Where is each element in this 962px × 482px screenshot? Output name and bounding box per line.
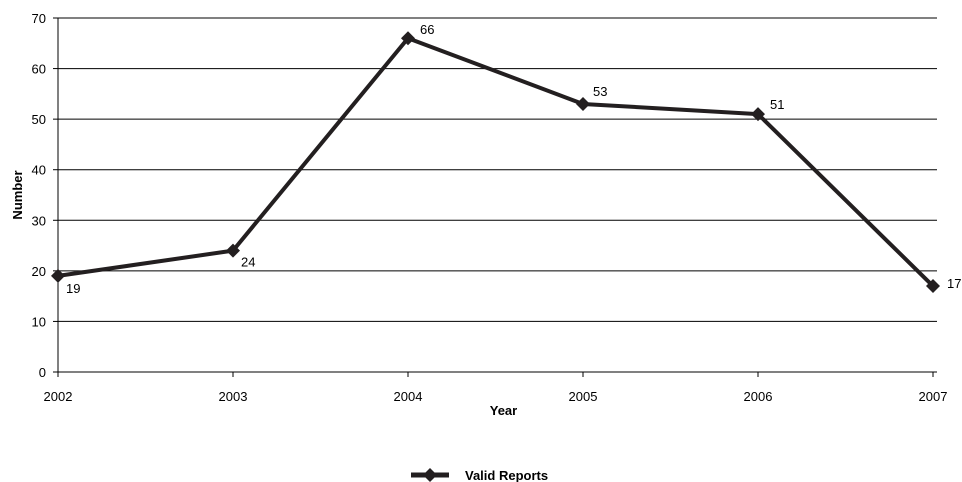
data-label-2004: 66	[420, 22, 434, 37]
y-tick-label-40: 40	[32, 163, 46, 178]
x-tick-label-2005: 2005	[569, 389, 598, 404]
x-tick-label-2006: 2006	[744, 389, 773, 404]
y-tick-label-60: 60	[32, 62, 46, 77]
y-tick-label-20: 20	[32, 264, 46, 279]
legend: Valid Reports	[411, 468, 548, 482]
data-label-2003: 24	[241, 255, 255, 270]
series-group	[51, 31, 940, 294]
y-tick-label-10: 10	[32, 314, 46, 329]
data-point-2003	[226, 243, 240, 258]
data-label-2002: 19	[66, 281, 80, 296]
y-tick-label-50: 50	[32, 112, 46, 127]
x-tick-label-2003: 2003	[219, 389, 248, 404]
y-axis-ticks: 0 10 20 30 40 50 60 70	[32, 11, 58, 380]
x-tick-label-2002: 2002	[44, 389, 73, 404]
y-axis-title: Number	[10, 170, 25, 219]
data-point-2004	[401, 31, 415, 46]
legend-diamond-marker	[423, 468, 437, 482]
data-point-2002	[51, 268, 65, 283]
x-axis-title: Year	[490, 403, 517, 418]
data-point-2005	[576, 96, 590, 111]
data-label-2005: 53	[593, 84, 607, 99]
data-labels: 19 24 66 53 51 17	[66, 22, 961, 296]
data-label-2006: 51	[770, 97, 784, 112]
x-tick-label-2004: 2004	[394, 389, 423, 404]
data-label-2007: 17	[947, 276, 961, 291]
data-point-2006	[751, 107, 765, 122]
x-axis-ticks: 2002 2003 2004 2005 2006 2007	[44, 372, 948, 404]
gridlines	[58, 17, 937, 373]
y-tick-label-0: 0	[39, 365, 46, 380]
x-tick-label-2007: 2007	[919, 389, 948, 404]
y-tick-label-30: 30	[32, 213, 46, 228]
legend-label-valid-reports: Valid Reports	[465, 468, 548, 482]
data-point-2007	[926, 279, 940, 294]
y-tick-label-70: 70	[32, 11, 46, 26]
series-line-0	[56, 36, 935, 289]
